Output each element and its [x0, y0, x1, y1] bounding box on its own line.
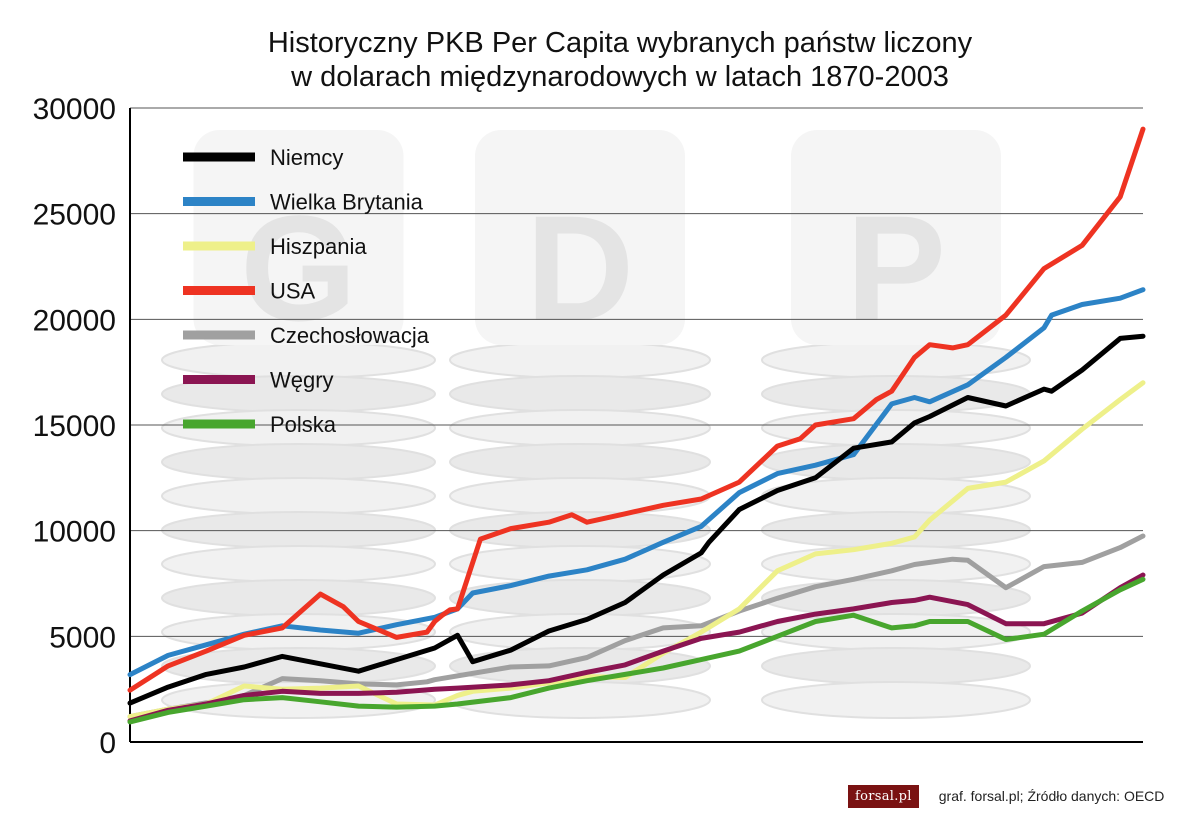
legend-label: Niemcy [270, 145, 343, 170]
legend-label: Wielka Brytania [270, 190, 424, 215]
series-line-czechos-owacja [127, 533, 1146, 720]
legend-label: Polska [270, 412, 337, 437]
chart-title-line-1: Historyczny PKB Per Capita wybranych pań… [267, 27, 973, 59]
chart-title-line-2: w dolarach międzynarodowych w latach 187… [291, 61, 949, 93]
legend-label: Węgry [270, 368, 334, 393]
y-tick-label: 25000 [33, 199, 116, 232]
series-line-niemcy [127, 333, 1146, 706]
legend-label: USA [270, 279, 316, 304]
y-tick-label: 5000 [49, 621, 116, 654]
y-tick-label: 20000 [33, 304, 116, 337]
svg-text:D: D [526, 184, 634, 352]
y-tick-label: 10000 [33, 516, 116, 549]
series-line-polska [127, 576, 1146, 725]
series-line-w-gry [127, 572, 1146, 724]
footer: forsal.pl graf. forsal.pl; Źródło danych… [848, 783, 1164, 809]
svg-text:G: G [240, 184, 357, 352]
y-tick-label: 15000 [33, 410, 116, 443]
series-line-usa [127, 126, 1146, 693]
legend-label: Czechosłowacja [270, 323, 430, 348]
legend-label: Hiszpania [270, 234, 367, 259]
forsal-logo[interactable]: forsal.pl [848, 784, 919, 808]
series-line-hiszpania [127, 380, 1146, 720]
y-tick-label: 30000 [33, 93, 116, 126]
svg-text:P: P [846, 184, 946, 352]
series-line-wielka-brytania [127, 287, 1146, 678]
source-credit: graf. forsal.pl; Źródło danych: OECD [938, 788, 1165, 804]
y-tick-label: 0 [99, 727, 116, 760]
